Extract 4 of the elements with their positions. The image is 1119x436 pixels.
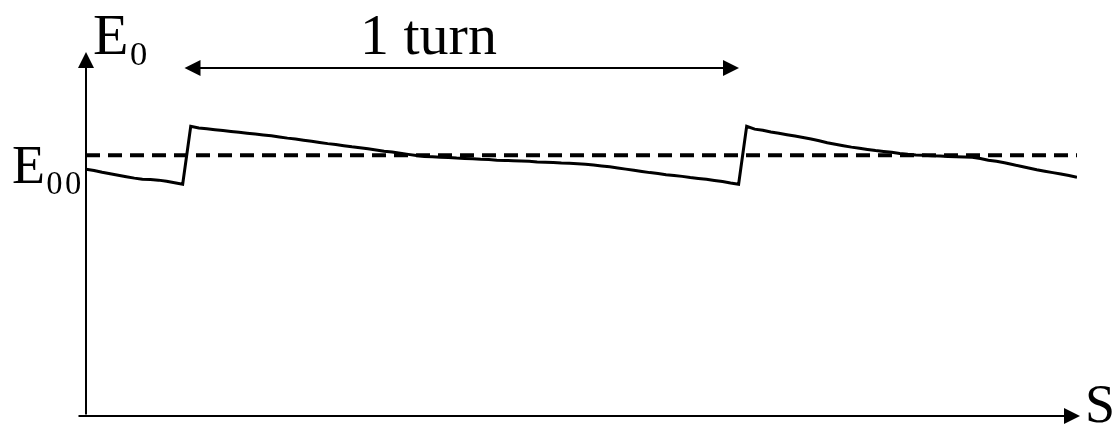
text: 1 turn: [360, 2, 497, 67]
ref-line-label: E₀₀: [12, 135, 83, 195]
y-axis-title: E₀: [93, 2, 149, 67]
x-axis-title: S: [1085, 374, 1116, 434]
